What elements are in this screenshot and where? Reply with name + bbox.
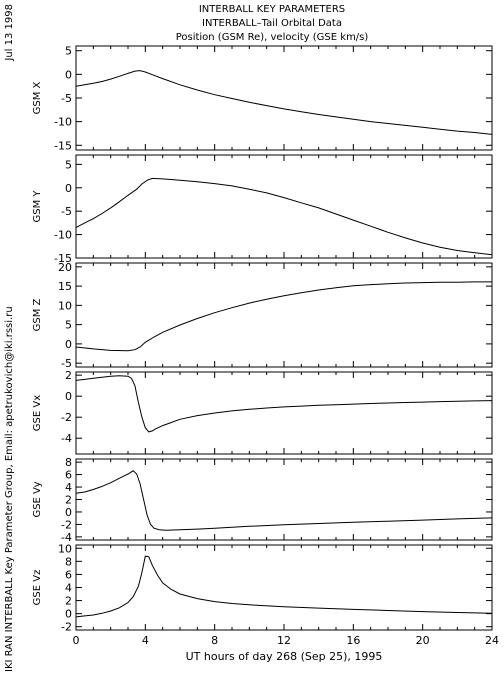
x-tick-label: 24	[485, 634, 499, 647]
panel-frame	[75, 45, 493, 151]
y-tick-label: -2	[61, 621, 72, 634]
y-tick-label: -4	[61, 432, 72, 445]
x-tick-label: 4	[142, 634, 149, 647]
x-tick-label: 8	[211, 634, 218, 647]
x-axis-label: UT hours of day 268 (Sep 25), 1995	[186, 650, 383, 663]
y-axis-label: GSM X	[32, 81, 43, 114]
series-line	[75, 375, 493, 433]
series-line	[75, 470, 493, 531]
y-tick-label: 6	[65, 568, 72, 581]
x-tick-label: 0	[73, 634, 80, 647]
y-tick-label: -10	[54, 116, 72, 129]
y-tick-label: -5	[61, 205, 72, 218]
y-tick-label: 15	[58, 280, 72, 293]
y-tick-label: -2	[61, 411, 72, 424]
y-tick-label: 2	[65, 494, 72, 507]
y-axis-label: GSM Y	[32, 190, 43, 223]
panel-3: 20 15 10 5 0 -5 GSM Z	[32, 261, 493, 370]
y-tick-label: 20	[58, 261, 72, 274]
panel-frame	[75, 154, 493, 259]
y-tick-label: -4	[61, 531, 72, 544]
y-tick-label: 0	[65, 182, 72, 195]
y-tick-label: 8	[65, 456, 72, 469]
panel-2: 5 0 -5 -10 -15 GSM Y	[32, 154, 493, 265]
y-tick-label: 5	[65, 158, 72, 171]
y-tick-label: 10	[58, 299, 72, 312]
y-tick-label: -15	[54, 252, 72, 265]
y-tick-label: 4	[65, 481, 72, 494]
y-tick-label: -2	[61, 518, 72, 531]
y-tick-label: 5	[65, 319, 72, 332]
y-tick-label: 2	[65, 369, 72, 382]
y-tick-label: -5	[61, 92, 72, 105]
side-date: Jul 13 1998	[4, 4, 15, 62]
side-credit: IKI RAN INTERBALL Key Parameter Group, E…	[4, 306, 15, 672]
y-tick-label: -10	[54, 229, 72, 242]
x-tick-label: 16	[346, 634, 360, 647]
y-tick-label: 0	[65, 390, 72, 403]
y-tick-label: 6	[65, 469, 72, 482]
y-axis-label: GSE Vy	[32, 481, 43, 517]
panel-frame	[75, 371, 493, 455]
y-tick-label: 2	[65, 595, 72, 608]
y-axis-label: GSE Vx	[32, 395, 43, 431]
panel-frame	[75, 458, 493, 541]
panel-frame	[75, 262, 493, 368]
y-tick-label: -5	[61, 357, 72, 370]
y-tick-label: 0	[65, 506, 72, 519]
x-tick-label: 12	[277, 634, 291, 647]
panel-frame	[75, 544, 493, 631]
y-tick-label: 4	[65, 582, 72, 595]
y-tick-label: 8	[65, 555, 72, 568]
series-line	[75, 70, 493, 135]
y-tick-label: 10	[58, 542, 72, 555]
panel-1: 5 0 -5 -10 -15 GSM X	[32, 45, 493, 152]
series-line	[75, 281, 492, 352]
chart-title-line-3: Position (GSM Re), velocity (GSE km/s)	[176, 32, 369, 43]
x-tick-label: 20	[416, 634, 430, 647]
panel-4: 2 0 -2 -4 GSE Vx	[32, 369, 493, 455]
series-line	[75, 555, 493, 618]
y-tick-label: 0	[65, 338, 72, 351]
y-axis-label: GSM Z	[32, 298, 43, 331]
chart-title-line-2: INTERBALL–Tail Orbital Data	[202, 18, 342, 29]
y-axis-label: GSE Vz	[32, 570, 43, 606]
y-tick-label: -15	[54, 139, 72, 152]
y-tick-label: 0	[65, 68, 72, 81]
series-line	[75, 177, 493, 256]
y-tick-label: 5	[65, 45, 72, 58]
y-tick-label: 0	[65, 608, 72, 621]
chart-title-line-1: INTERBALL KEY PARAMETERS	[199, 4, 345, 15]
